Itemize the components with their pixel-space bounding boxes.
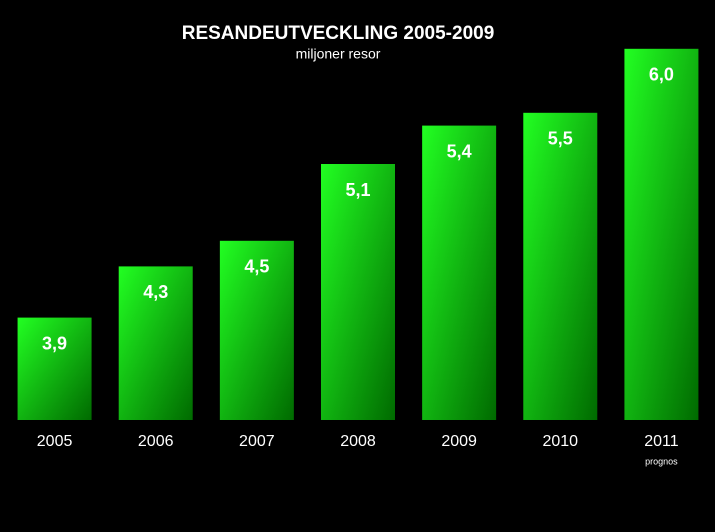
value-label: 6,0 (649, 65, 674, 85)
value-label: 4,3 (143, 282, 168, 302)
bar (17, 317, 92, 420)
bar (422, 125, 497, 420)
bar (321, 164, 395, 420)
bar (118, 266, 193, 420)
x-tick-label: 2009 (441, 433, 477, 450)
bar (219, 240, 294, 420)
bar (624, 48, 699, 421)
x-tick-label: 2008 (340, 433, 376, 450)
x-tick-label: 2006 (138, 433, 174, 450)
bar (523, 112, 598, 421)
x-tick-label: 2007 (239, 433, 275, 450)
chart-subtitle: miljoner resor (296, 46, 381, 62)
x-tick-label: 2011 (644, 433, 679, 450)
x-tick-label: 2005 (37, 433, 73, 450)
x-tick-label: 2010 (542, 433, 578, 450)
value-label: 4,5 (244, 257, 269, 277)
value-label: 5,1 (345, 180, 370, 200)
value-label: 5,5 (548, 129, 573, 149)
annotation: prognos (645, 456, 678, 466)
chart-title: RESANDEUTVECKLING 2005-2009 (182, 23, 495, 44)
value-label: 5,4 (447, 141, 472, 161)
value-label: 3,9 (42, 333, 67, 353)
